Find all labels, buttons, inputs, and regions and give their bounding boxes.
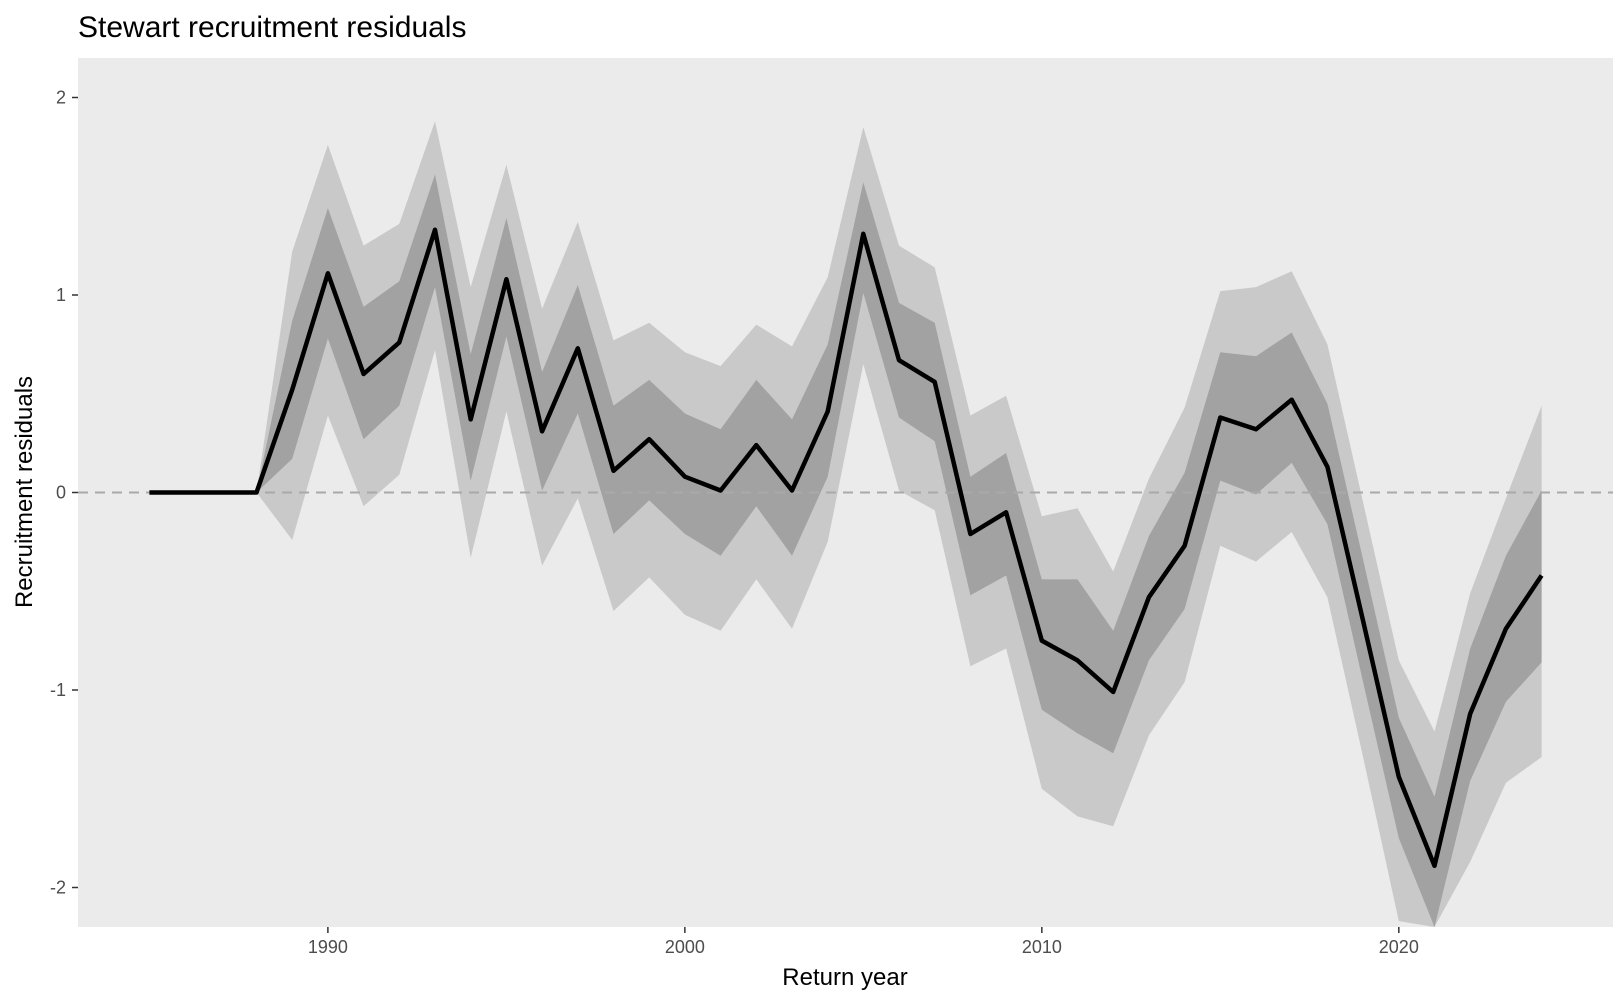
band-50 bbox=[149, 174, 1542, 927]
x-axis-title: Return year bbox=[782, 964, 907, 991]
y-tick-label: 0 bbox=[56, 483, 66, 503]
y-tick-label: -2 bbox=[50, 878, 66, 898]
x-axis: 1990 2000 2010 2020 bbox=[308, 927, 1419, 957]
x-tick-label: 2000 bbox=[665, 937, 705, 957]
x-tick-label: 1990 bbox=[308, 937, 348, 957]
chart-title: Stewart recruitment residuals bbox=[78, 11, 466, 44]
y-tick-label: 1 bbox=[56, 285, 66, 305]
series-lines bbox=[149, 227, 1544, 869]
y-axis: -2 -1 0 1 2 bbox=[50, 88, 78, 898]
y-axis-title: Recruitment residuals bbox=[11, 376, 38, 608]
x-tick-label: 2010 bbox=[1022, 937, 1062, 957]
x-tick-label: 2020 bbox=[1379, 937, 1419, 957]
y-tick-label: 2 bbox=[56, 88, 66, 108]
y-tick-label: -1 bbox=[50, 680, 66, 700]
series-line bbox=[149, 227, 1544, 869]
